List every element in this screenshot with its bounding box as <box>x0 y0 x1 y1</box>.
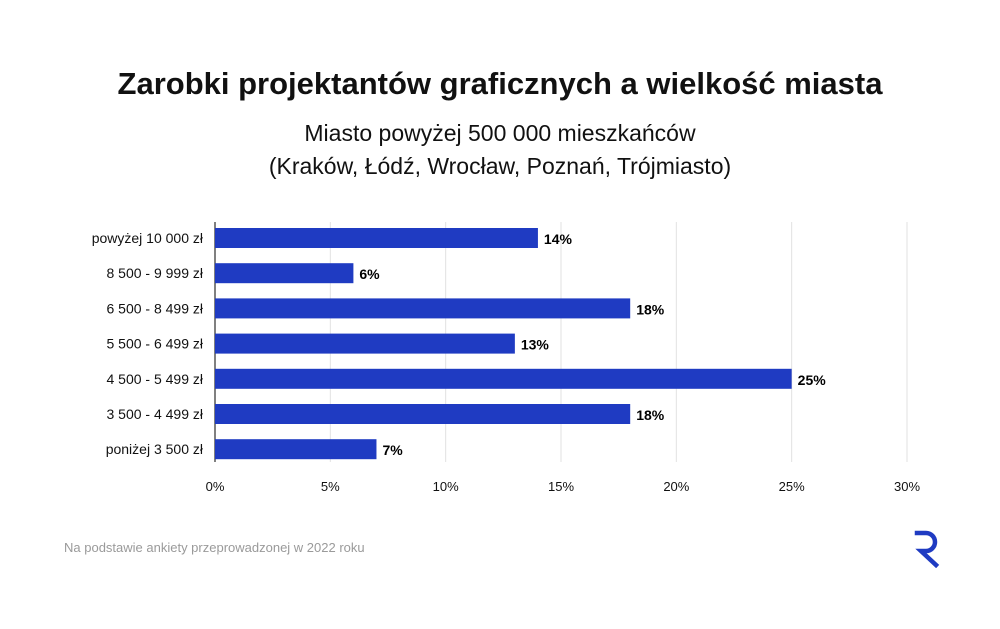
bar <box>215 263 353 283</box>
bar <box>215 228 538 248</box>
bar <box>215 334 515 354</box>
x-tick-labels: 0% 5% 10% 15% 20% 25% 30% <box>206 479 921 494</box>
data-label: 14% <box>544 231 573 247</box>
category-label: poniżej 3 500 zł <box>106 441 204 457</box>
bar <box>215 298 630 318</box>
data-label: 18% <box>636 301 665 317</box>
data-label: 13% <box>521 337 550 353</box>
x-tick-label: 20% <box>663 479 689 494</box>
category-label: 3 500 - 4 499 zł <box>106 406 203 422</box>
x-tick-label: 5% <box>321 479 340 494</box>
data-label: 7% <box>382 442 403 458</box>
x-tick-label: 15% <box>548 479 574 494</box>
bar <box>215 404 630 424</box>
category-label: 4 500 - 5 499 zł <box>106 371 203 387</box>
data-label: 18% <box>636 407 665 423</box>
footnote: Na podstawie ankiety przeprowadzonej w 2… <box>64 540 365 555</box>
category-label: 5 500 - 6 499 zł <box>106 336 203 352</box>
x-tick-label: 30% <box>894 479 920 494</box>
category-label: powyżej 10 000 zł <box>92 230 204 246</box>
brand-r-logo-icon <box>914 530 940 568</box>
x-tick-label: 25% <box>779 479 805 494</box>
data-label: 25% <box>798 372 827 388</box>
category-label: 8 500 - 9 999 zł <box>106 265 203 281</box>
bar <box>215 439 376 459</box>
category-labels: powyżej 10 000 zł 8 500 - 9 999 zł 6 500 -… <box>92 230 204 457</box>
x-tick-label: 10% <box>433 479 459 494</box>
category-label: 6 500 - 8 499 zł <box>106 300 203 316</box>
bar <box>215 369 792 389</box>
x-tick-label: 0% <box>206 479 225 494</box>
data-label: 6% <box>359 266 380 282</box>
bars <box>215 228 792 459</box>
